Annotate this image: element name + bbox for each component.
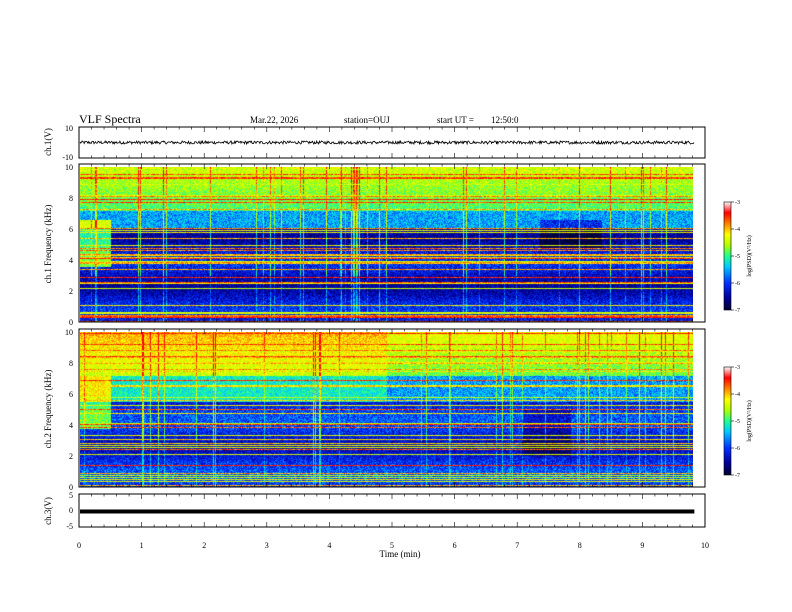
ch3-ytick-mid: 0 (69, 506, 73, 515)
ch1-waveform-panel: 10 -10 ch.1(V) (43, 124, 706, 162)
ch2-spec-ytick-8: 8 (69, 359, 73, 368)
x-tick-label: 5 (390, 541, 394, 550)
ch1-ylabel: ch.1(V) (43, 128, 53, 156)
ch2-spec-ylabel: ch.2 Frequency (kHz) (43, 370, 53, 449)
ch1-cb-tick-5: -5 (735, 254, 740, 260)
ch2-colorbar: -3 -4 -5 -6 -7 log(PSD)(V²/Hz) (723, 365, 753, 479)
ch1-spec-ytick-4: 4 (69, 256, 73, 265)
station-label: station=OUJ (344, 115, 390, 125)
ch1-spec-ytick-8: 8 (69, 194, 73, 203)
ch1-spec-ytick-0: 0 (69, 318, 73, 327)
ch3-ytick-top: 5 (69, 491, 73, 500)
figure-title: VLF Spectra (79, 112, 141, 126)
x-tick-label: 9 (640, 541, 644, 550)
ch1-spec-ytick-2: 2 (69, 287, 73, 296)
ch2-spectrogram-panel: 0 2 4 6 8 10 ch.2 Frequency (kHz) (43, 328, 706, 492)
ch2-cb-tick-7: -7 (735, 473, 740, 479)
ch1-waveform-ticks (78, 127, 706, 158)
ch1-spec-ytick-10: 10 (65, 163, 73, 172)
ch1-spectrogram-panel: 0 2 4 6 8 10 ch.1 Frequency (kHz) (43, 163, 706, 327)
ch1-cb-tick-7: -7 (735, 308, 740, 314)
ch1-spec-ytick-6: 6 (69, 225, 73, 234)
ch1-waveform-trace (79, 139, 695, 146)
ch1-cb-label: log(PSD)(V²/Hz) (746, 235, 753, 276)
ch2-cb-tick-6: -6 (735, 446, 740, 452)
ch2-spec-ytick-2: 2 (69, 452, 73, 461)
x-tick-label: 6 (453, 541, 457, 550)
ch1-ytick-top: 10 (65, 124, 73, 133)
ch2-cb-tick-5: -5 (735, 419, 740, 425)
x-tick-label: 4 (327, 541, 331, 550)
x-tick-label: 10 (701, 541, 709, 550)
ch2-cb-tick-4: -4 (735, 392, 740, 398)
x-axis-label: Time (min) (380, 549, 421, 559)
ch3-waveform-panel: 5 0 -5 ch.3(V) (43, 491, 706, 531)
ch2-cb-tick-3: -3 (735, 365, 740, 371)
ch1-cb-tick-3: -3 (735, 200, 740, 206)
ch1-spectrogram-image (80, 167, 693, 322)
x-tick-label: 0 (77, 541, 81, 550)
ch3-waveform-ticks (78, 494, 706, 527)
ch2-spec-ytick-10: 10 (65, 328, 73, 337)
ch1-cb-tick-6: -6 (735, 281, 740, 287)
x-tick-label: 2 (202, 541, 206, 550)
ch2-spectrogram-ticks (78, 329, 706, 487)
ch2-cb-label: log(PSD)(V²/Hz) (746, 400, 753, 441)
ch3-ylabel: ch.3(V) (43, 497, 53, 525)
ch2-spec-ytick-4: 4 (69, 421, 73, 430)
ch2-spec-ytick-6: 6 (69, 390, 73, 399)
x-axis-tick-labels: 0 1 2 3 4 5 6 7 8 9 10 (77, 541, 709, 550)
ch1-colorbar: -3 -4 -5 -6 -7 log(PSD)(V²/Hz) (723, 200, 753, 314)
ch2-spec-ytick-0: 0 (69, 483, 73, 492)
ch1-ytick-bottom: -10 (62, 153, 73, 162)
ch3-ytick-bottom: -5 (66, 522, 73, 531)
x-tick-label: 8 (578, 541, 582, 550)
x-tick-label: 7 (515, 541, 519, 550)
start-time: 12:50:0 (491, 115, 519, 125)
date-label: Mar.22, 2026 (250, 115, 299, 125)
x-tick-label: 3 (265, 541, 269, 550)
start-label: start UT = (437, 115, 474, 125)
ch1-cb-tick-4: -4 (735, 227, 740, 233)
x-tick-label: 1 (140, 541, 144, 550)
ch2-spectrogram-image (80, 332, 693, 487)
ch1-spec-ylabel: ch.1 Frequency (kHz) (43, 205, 53, 284)
ch1-spectrogram-ticks (78, 164, 706, 322)
ch3-waveform-trace (80, 509, 695, 514)
